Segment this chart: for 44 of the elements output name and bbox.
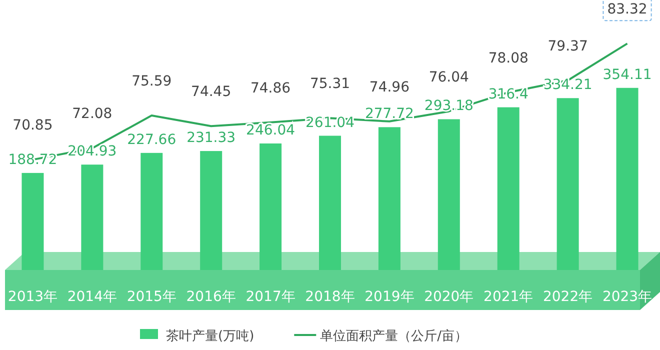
x-tick-label: 2015年 bbox=[126, 289, 176, 305]
data-label: 246.04 bbox=[246, 122, 296, 138]
x-tick-label: 2020年 bbox=[424, 289, 474, 305]
bar bbox=[497, 107, 520, 270]
data-label: 76.04 bbox=[428, 69, 470, 86]
data-label: 72.08 bbox=[72, 106, 112, 122]
bar bbox=[140, 152, 163, 270]
data-label: 231.33 bbox=[186, 130, 236, 146]
data-label: 83.32 bbox=[607, 2, 648, 18]
data-label: 75.31 bbox=[310, 76, 350, 92]
x-tick-label: 2022年 bbox=[543, 289, 593, 305]
data-label: 354.11 bbox=[602, 66, 652, 83]
data-label: 75.59 bbox=[132, 74, 172, 90]
bar bbox=[556, 98, 579, 270]
x-tick-label: 2017年 bbox=[246, 289, 296, 305]
data-label: 74.45 bbox=[191, 84, 232, 100]
x-tick-label: 2021年 bbox=[484, 289, 534, 305]
bar bbox=[438, 119, 460, 270]
data-label: 204.93 bbox=[68, 144, 117, 160]
bar bbox=[260, 143, 282, 270]
bar bbox=[81, 164, 104, 270]
x-tick-label: 2018年 bbox=[305, 289, 355, 305]
bar bbox=[616, 88, 638, 270]
x-tick-label: 2016年 bbox=[186, 289, 236, 305]
bar bbox=[378, 127, 400, 270]
data-label: 74.86 bbox=[250, 80, 291, 96]
x-tick-label: 2019年 bbox=[364, 289, 414, 305]
x-tick-label: 2023年 bbox=[602, 289, 652, 305]
data-label: 79.37 bbox=[548, 38, 588, 54]
bar bbox=[22, 172, 44, 270]
x-tick-label: 2013年 bbox=[8, 289, 58, 305]
data-label: 261.04 bbox=[306, 114, 355, 131]
x-tick-label: 2014年 bbox=[67, 289, 117, 305]
data-label: 70.85 bbox=[12, 118, 53, 134]
data-label: 188.72 bbox=[8, 152, 58, 168]
legend-label: 茶叶产量(万吨) bbox=[166, 329, 254, 344]
data-label: 74.96 bbox=[369, 79, 410, 96]
data-label: 227.66 bbox=[127, 132, 176, 148]
bar bbox=[200, 151, 222, 270]
data-label: 277.72 bbox=[364, 106, 414, 122]
data-label: 334.21 bbox=[543, 77, 592, 94]
legend-label: 单位面积产量（公斤/亩） bbox=[320, 328, 468, 344]
bar bbox=[319, 136, 341, 270]
data-label: 78.08 bbox=[488, 50, 528, 66]
